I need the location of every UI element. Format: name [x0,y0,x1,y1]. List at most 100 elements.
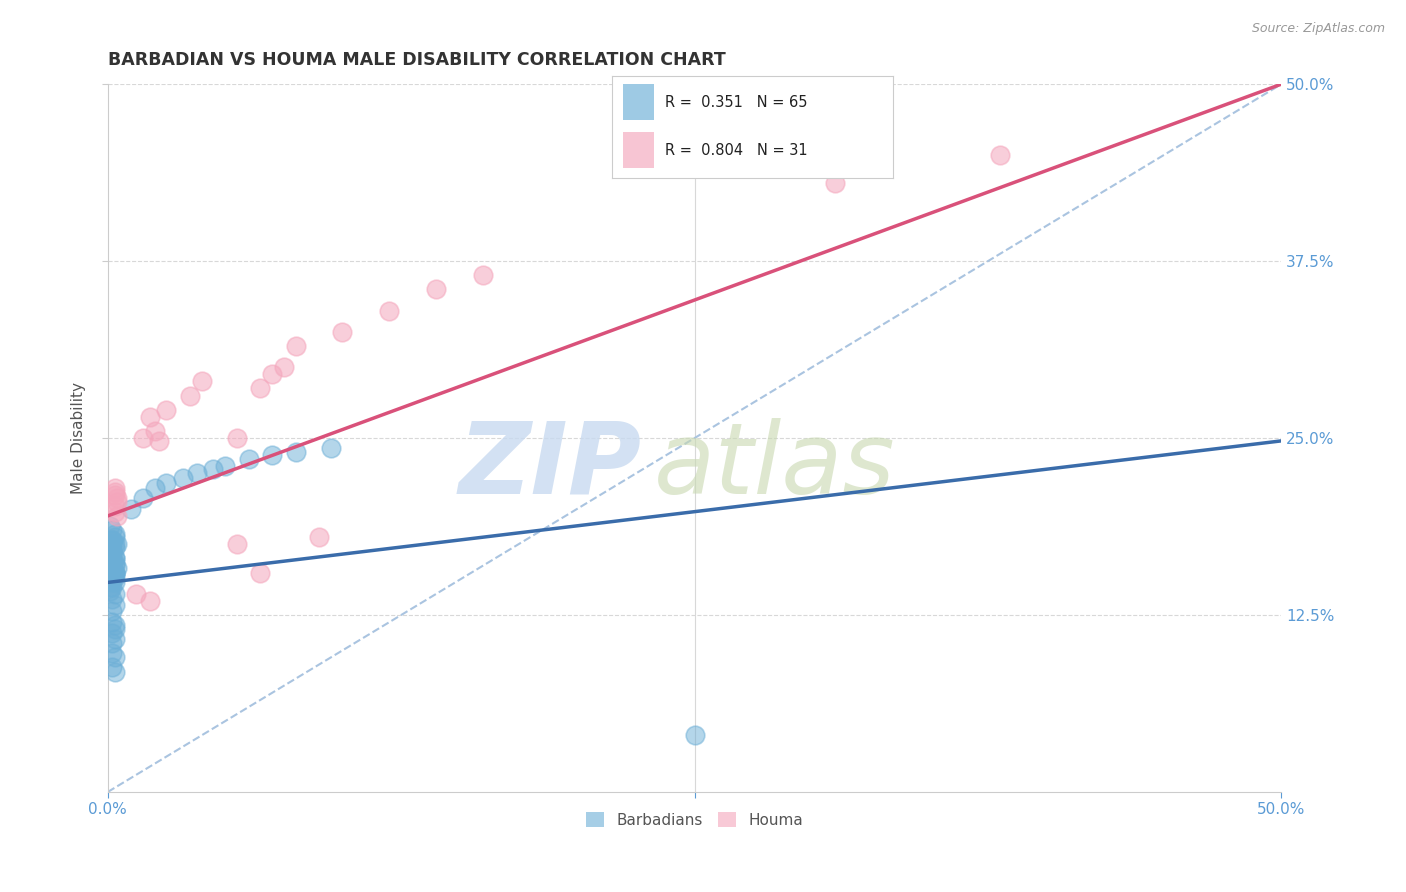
Point [143,424,166,438]
Point [101,561,124,575]
Point [101,537,124,551]
Point [101,580,124,594]
Point [104,632,127,646]
Point [104,598,127,612]
Point [104,556,127,570]
Point [148,434,170,448]
Text: atlas: atlas [654,417,896,515]
Point [98,537,121,551]
Point [104,541,127,556]
Point [104,551,127,566]
Point [378,303,401,318]
Point [332,325,354,339]
Point [172,471,194,485]
Legend: Barbadians, Houma: Barbadians, Houma [579,805,810,834]
Point [472,268,495,283]
Point [225,537,247,551]
Point [179,388,201,402]
Text: BARBADIAN VS HOUMA MALE DISABILITY CORRELATION CHART: BARBADIAN VS HOUMA MALE DISABILITY CORRE… [108,51,725,69]
Point [98,561,121,575]
Point [104,527,127,541]
Point [104,551,127,566]
Point [104,566,127,580]
Point [104,558,127,573]
Point [101,615,124,629]
Point [101,547,124,561]
Point [104,537,127,551]
Point [101,566,124,580]
Point [101,626,124,640]
Point [284,445,307,459]
Point [104,650,127,665]
Point [98,580,121,594]
Point [98,583,121,598]
Point [225,431,247,445]
Point [132,491,155,505]
Point [104,566,127,580]
Point [308,530,330,544]
Point [249,382,271,396]
Point [273,360,295,375]
Point [104,566,127,580]
Point [262,448,284,462]
Point [143,481,166,495]
Bar [623,84,654,120]
Point [101,604,124,618]
Point [101,556,124,570]
Point [425,282,447,296]
Y-axis label: Male Disability: Male Disability [72,382,86,494]
Point [139,409,162,424]
Point [101,592,124,607]
Point [132,431,155,445]
Point [104,530,127,544]
Point [190,375,212,389]
Point [824,176,846,190]
Point [101,523,124,537]
Point [101,575,124,590]
Point [104,499,127,513]
Point [105,494,128,508]
Point [155,476,177,491]
Point [101,646,124,660]
Point [101,636,124,650]
Point [98,547,121,561]
Text: R =  0.804   N = 31: R = 0.804 N = 31 [665,144,807,158]
Point [98,573,121,587]
Point [155,402,177,417]
Point [101,660,124,674]
Point [284,339,307,353]
Text: R =  0.351   N = 65: R = 0.351 N = 65 [665,95,807,110]
Point [120,501,142,516]
Point [101,570,124,584]
Point [104,622,127,636]
Point [125,587,148,601]
Point [98,568,121,582]
Point [104,618,127,632]
Point [238,452,260,467]
Point [683,728,706,742]
Point [214,459,236,474]
Point [105,508,128,523]
Point [186,467,208,481]
Point [104,488,127,502]
Point [101,541,124,556]
Point [104,570,127,584]
Point [104,505,127,519]
Point [105,491,128,505]
Point [105,537,128,551]
Point [319,441,342,455]
Point [139,594,162,608]
Point [104,665,127,679]
Point [101,544,124,558]
Point [105,561,128,575]
Point [262,368,284,382]
Point [98,558,121,573]
Point [101,551,124,566]
Point [104,484,127,499]
Point [98,518,121,533]
Point [988,148,1011,162]
Bar [623,132,654,168]
Point [101,533,124,547]
Point [104,575,127,590]
Point [104,481,127,495]
